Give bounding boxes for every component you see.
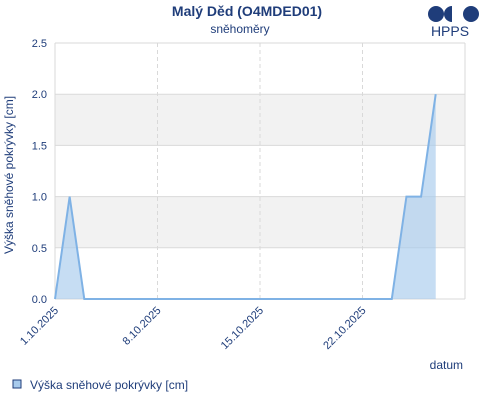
- x-tick-label: 1.10.2025: [18, 305, 61, 348]
- plot-area: [54, 94, 437, 300]
- y-axis-ticks: 0.0 0.5 1.0 1.5 2.0 2.5: [32, 38, 47, 306]
- x-tick-label: 22.10.2025: [321, 305, 368, 352]
- x-tick-label: 8.10.2025: [121, 305, 164, 348]
- chart-title: Malý Děd (O4MDED01): [172, 3, 322, 19]
- hpps-logo: HPPS: [428, 6, 479, 39]
- logo-text: HPPS: [431, 23, 469, 39]
- y-tick-label: 2.5: [32, 38, 47, 50]
- series-area: [55, 94, 436, 299]
- y-tick-label: 1.0: [32, 192, 47, 204]
- legend-label: Výška sněhové pokrývky [cm]: [30, 378, 188, 392]
- legend-swatch: [12, 379, 22, 389]
- chart-subtitle: sněhoměry: [210, 22, 269, 36]
- logo-circle-right: [463, 6, 479, 22]
- logo-half-circle-left: [444, 6, 452, 22]
- x-tick-label: 15.10.2025: [219, 305, 266, 352]
- x-axis-label: datum: [430, 358, 463, 372]
- y-tick-label: 0.0: [32, 294, 47, 306]
- y-axis-label: Výška sněhové pokrývky [cm]: [2, 96, 16, 254]
- y-tick-label: 0.5: [32, 243, 47, 255]
- y-tick-label: 2.0: [32, 89, 47, 101]
- x-axis-ticks: 1.10.2025 8.10.2025 15.10.2025 22.10.2025: [18, 305, 369, 352]
- grid-lines: [54, 42, 466, 300]
- y-tick-label: 1.5: [32, 140, 47, 152]
- logo-circle-left: [428, 6, 444, 22]
- legend[interactable]: Výška sněhové pokrývky [cm]: [12, 378, 188, 392]
